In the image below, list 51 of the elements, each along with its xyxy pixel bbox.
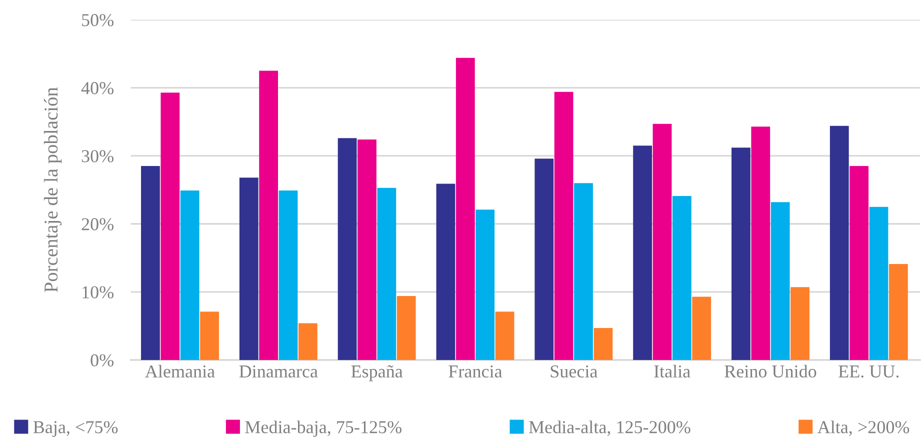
bar [495,312,514,360]
y-tick-label: 0% [90,354,114,366]
legend-label: Media-baja, 75-125% [245,420,402,437]
legend-label: Alta, >200% [818,420,910,436]
x-tick-label: Reino Unido [724,364,816,378]
bar [790,287,810,360]
bar [239,178,258,360]
legend-label: Media-alta, 125-200% [529,420,690,436]
bar [278,190,298,360]
bar [830,126,849,360]
bar [652,124,672,360]
y-tick-label: 30% [82,150,114,162]
x-tick-label: Suecia [550,365,598,378]
bar [732,148,750,360]
bar [770,202,790,360]
bar [338,138,357,360]
bar [633,146,652,360]
bar [574,183,593,360]
bar [377,188,396,360]
bar [436,184,456,360]
bar [160,92,180,360]
y-tick-label: 20% [82,218,114,230]
bar [850,166,869,360]
x-tick-label: Italia [654,364,690,378]
bar [692,296,712,360]
y-tick-label: 10% [82,286,114,298]
bar [200,312,219,360]
x-tick-label: EE. UU. [838,366,899,378]
y-tick-label: 40% [81,82,114,94]
y-tick-label: 50% [82,14,114,26]
bar [751,126,770,360]
bar [888,264,908,360]
bar [534,158,554,360]
bar [180,190,200,360]
bar [141,166,160,360]
y-axis-title: Porcentaje de la población [44,87,62,292]
x-tick-label: Alemania [145,364,215,378]
legend-label: Baja, <75% [33,421,118,437]
bar [396,296,416,360]
bar [554,92,574,360]
bar [594,328,613,360]
bar [672,196,692,360]
bar [259,70,278,360]
bar [358,140,376,360]
bar [456,58,475,360]
x-tick-label: Francia [448,365,502,378]
bar [476,210,495,360]
bar [298,323,318,360]
x-tick-label: España [351,365,403,382]
bar [869,206,888,360]
x-tick-label: Dinamarca [239,365,318,378]
